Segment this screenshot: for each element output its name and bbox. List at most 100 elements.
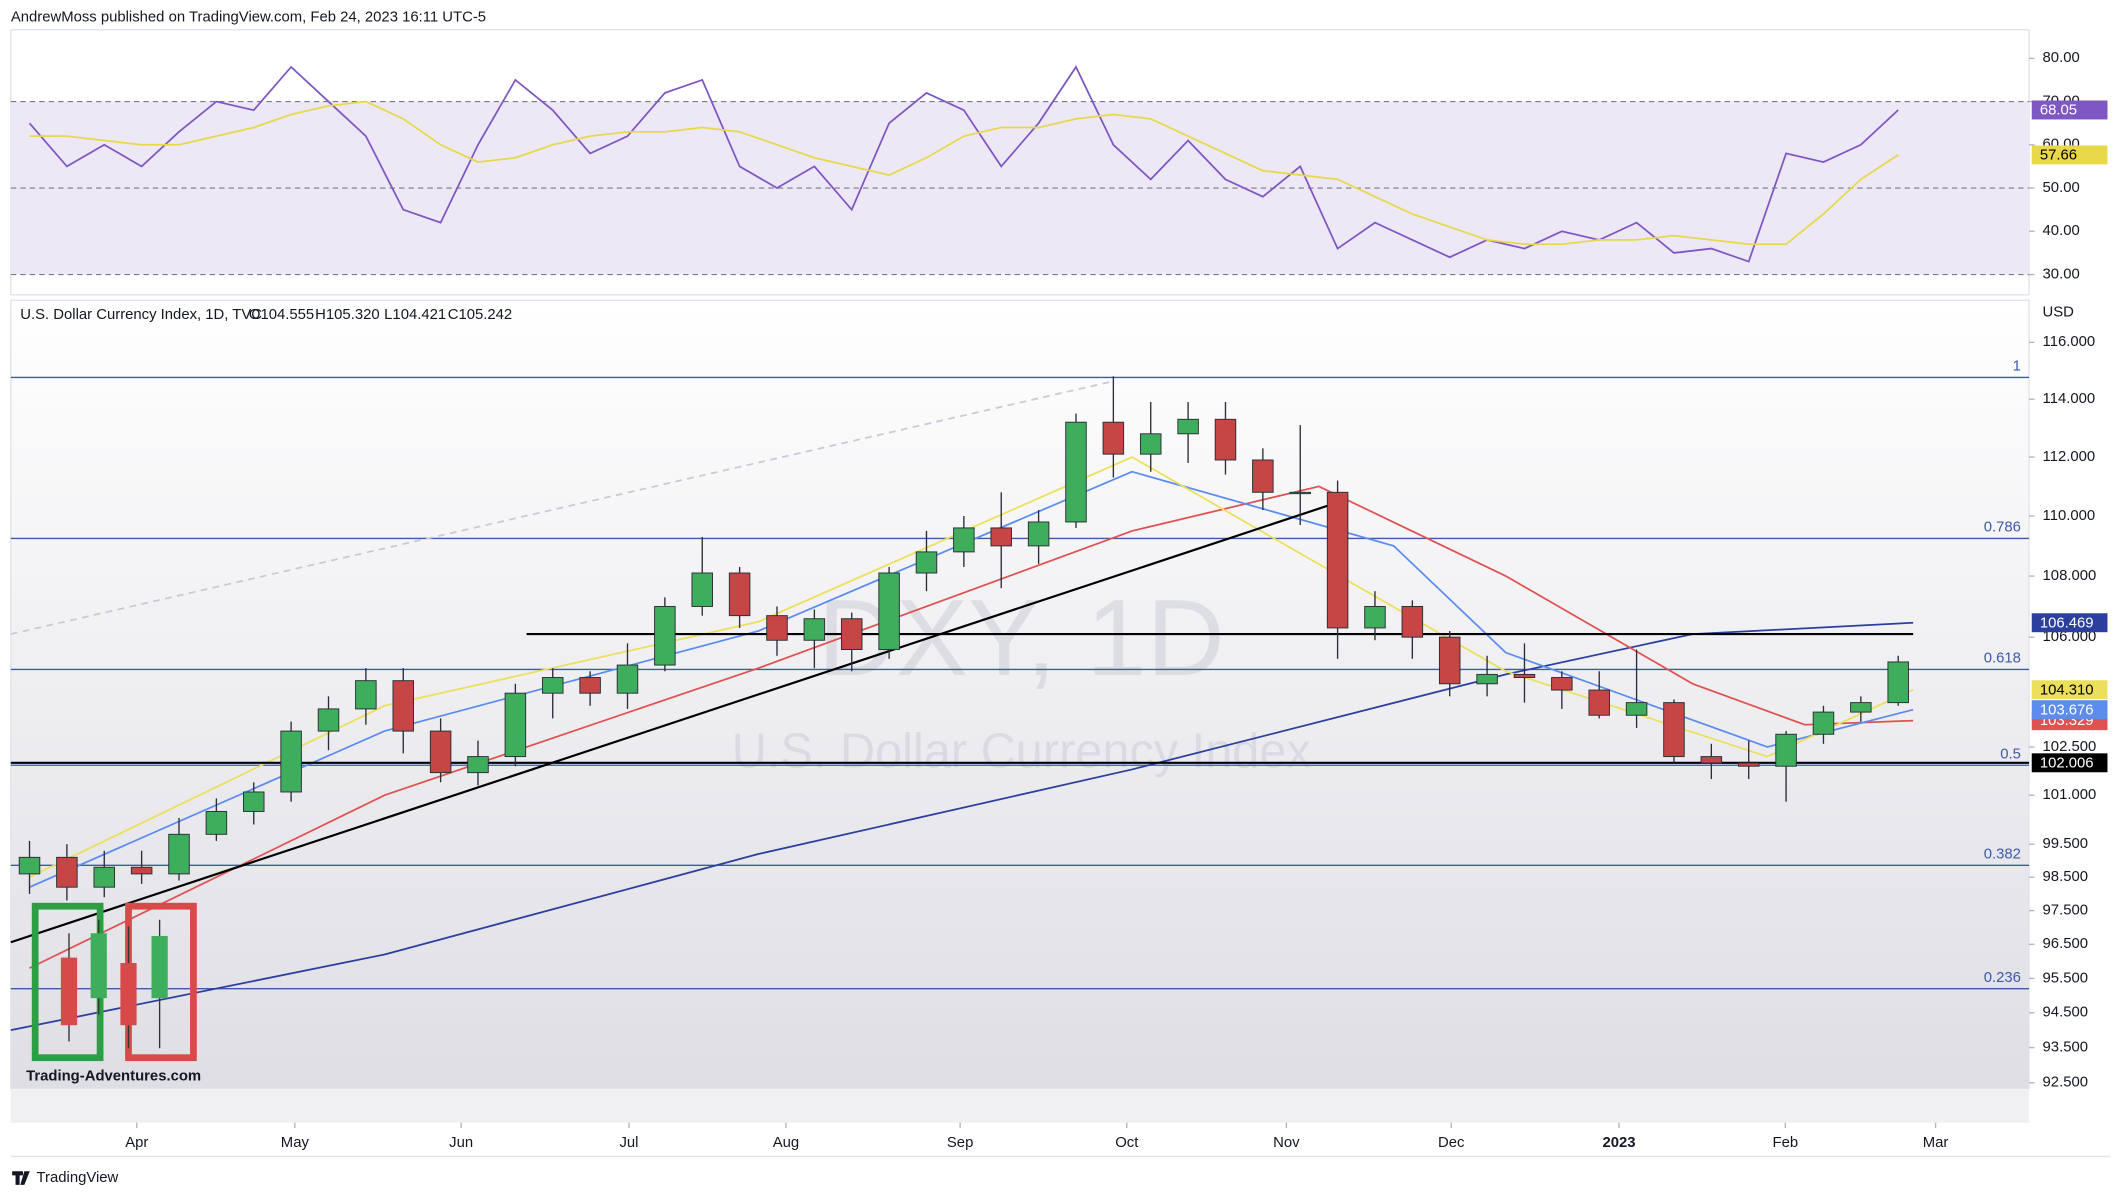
candle-body: [1812, 711, 1835, 735]
candle-body: [1326, 491, 1349, 629]
logo: Trading-Adventures.com: [26, 902, 201, 1085]
y-tick-label: 50.00: [2043, 180, 2080, 196]
candle-body: [691, 572, 713, 607]
logo-candle: [120, 963, 137, 1026]
y-tick-label: 97.500: [2043, 903, 2088, 919]
candle-body: [579, 677, 601, 694]
y-tick-label: 98.500: [2043, 869, 2088, 885]
candle-body: [1588, 689, 1610, 716]
price-pane: [10, 299, 2030, 1090]
y-tick-label: 94.500: [2043, 1005, 2088, 1021]
x-tick-label: Apr: [125, 1135, 148, 1151]
candle-body: [766, 615, 788, 641]
fib-label: 1: [2013, 359, 2021, 375]
y-tick-label: 106.000: [2043, 629, 2097, 645]
candle-body: [280, 730, 302, 793]
price-tag: [2031, 753, 2108, 773]
price-tag: [2031, 613, 2108, 633]
candle-body: [1102, 421, 1125, 455]
logo-text: Trading-Adventures.com: [26, 1069, 201, 1085]
candle-body: [728, 572, 751, 617]
price-tag: [2031, 100, 2108, 120]
candle-body: [18, 856, 41, 875]
y-tick-label: 110.000: [2043, 508, 2096, 524]
symbol-info: U.S. Dollar Currency Index, 1D, TVC: [20, 307, 262, 323]
watermark-sub: U.S. Dollar Currency Index: [732, 725, 1311, 779]
candle-body: [392, 680, 414, 732]
candle-body: [840, 618, 863, 651]
ohlc-high: H105.320: [315, 307, 379, 323]
x-tick-label: May: [281, 1135, 310, 1151]
candle-body: [1438, 636, 1461, 685]
price-tag-label: 68.05: [2040, 103, 2077, 119]
ohlc-close: C105.242: [448, 307, 512, 323]
y-tick-label: 30.00: [2043, 266, 2080, 282]
candle-body: [1887, 661, 1909, 704]
price-tag-label: 106.469: [2040, 615, 2094, 631]
x-tick-label: Jun: [449, 1135, 473, 1151]
candle-body: [1663, 702, 1685, 758]
plot: 80.0070.0060.0050.0040.0030.0068.0557.66…: [10, 50, 2108, 1151]
candle-body: [130, 866, 153, 875]
fib-label: 0.618: [1984, 651, 2021, 667]
y-tick-label: 116.000: [2043, 334, 2096, 350]
candle-body: [803, 618, 826, 641]
ohlc-open: O104.555: [249, 307, 314, 323]
candle-body: [1214, 418, 1237, 461]
candle-body: [355, 680, 377, 710]
y-tick-label: 92.500: [2043, 1075, 2088, 1091]
candle-body: [243, 791, 265, 812]
trend-line: [10, 500, 1342, 944]
candle-body: [915, 551, 938, 574]
price-tag: [2031, 680, 2108, 700]
candle-body: [1401, 605, 1424, 638]
footer: TradingView: [37, 1170, 119, 1186]
candle-body: [1027, 521, 1050, 547]
candle-body: [205, 810, 228, 835]
y-tick-label: 108.000: [2043, 568, 2097, 584]
candle-body: [504, 692, 527, 758]
candle-body: [317, 708, 340, 732]
candle-body: [616, 664, 639, 694]
trend-line: [10, 381, 1110, 635]
logo-candle: [90, 933, 107, 999]
y-tick-label: 93.500: [2043, 1040, 2088, 1056]
x-tick-label: 2023: [1602, 1135, 1635, 1151]
logo-candle: [151, 935, 168, 999]
candle-body: [168, 833, 190, 875]
price-tag-label: 104.310: [2040, 682, 2094, 698]
y-tick-label: 96.500: [2043, 936, 2088, 952]
x-tick-label: Sep: [947, 1135, 973, 1151]
candle-body: [1065, 421, 1087, 523]
rsi-line: [29, 100, 1899, 246]
candle-body: [1289, 491, 1311, 495]
candle-body: [953, 527, 975, 553]
y-tick-label: 80.00: [2043, 50, 2080, 66]
candle-body: [541, 677, 564, 694]
candle-body: [1513, 673, 1536, 679]
candle-body: [1476, 673, 1498, 685]
candle-body: [1775, 733, 1797, 767]
price-tag: [2031, 700, 2108, 720]
x-tick-label: Nov: [1273, 1135, 1300, 1151]
candle-body: [1737, 762, 1760, 767]
candle-body: [56, 856, 78, 888]
y-tick-label: 101.000: [2043, 787, 2097, 803]
candle-body: [1700, 756, 1723, 764]
y-tick-label: 95.500: [2043, 970, 2088, 986]
x-tick-label: Oct: [1115, 1135, 1139, 1151]
ohlc-low: L104.421: [384, 307, 446, 323]
moving-average: [29, 456, 1914, 878]
rsi-line: [28, 65, 1899, 263]
candle-body: [429, 730, 452, 774]
x-tick-label: Mar: [1923, 1135, 1949, 1151]
y-tick-label: 114.000: [2043, 391, 2096, 407]
candle-body: [1850, 702, 1872, 713]
price-tag-label: 103.676: [2040, 702, 2094, 718]
fib-label: 0.236: [1984, 970, 2021, 986]
price-tag: [2031, 145, 2108, 165]
candle-body: [1139, 433, 1162, 455]
x-tick-label: Jul: [619, 1135, 638, 1151]
